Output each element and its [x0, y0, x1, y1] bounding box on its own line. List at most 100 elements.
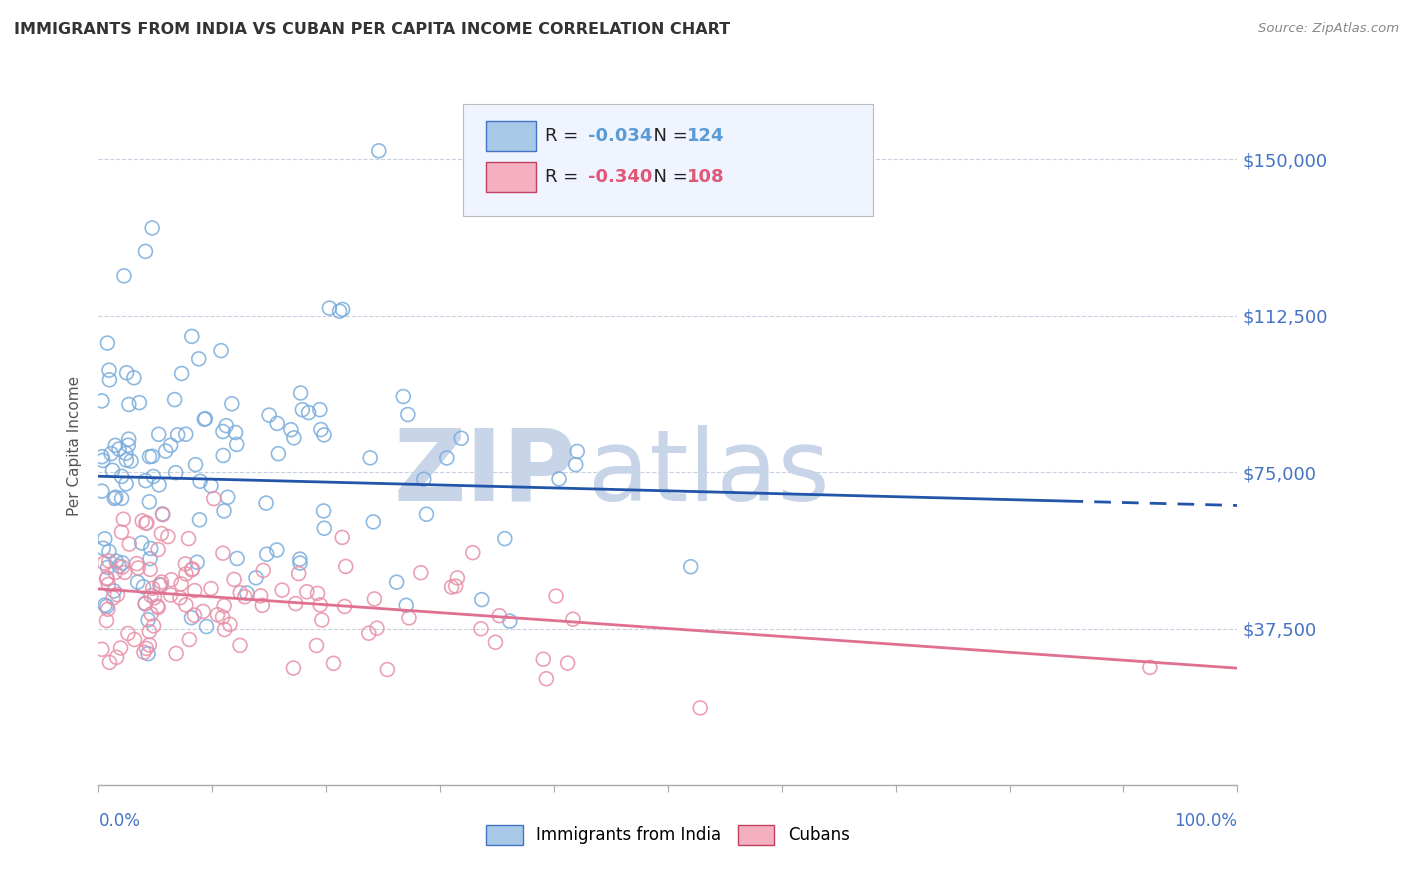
Point	[395, 599, 418, 613]
Point	[97, 577, 120, 591]
Point	[284, 597, 307, 611]
Point	[309, 402, 332, 417]
Point	[562, 612, 585, 626]
Point	[207, 607, 229, 622]
Point	[117, 626, 139, 640]
Point	[180, 563, 202, 577]
Point	[226, 551, 249, 566]
Point	[104, 490, 127, 504]
Point	[155, 444, 177, 458]
Text: IMMIGRANTS FROM INDIA VS CUBAN PER CAPITA INCOME CORRELATION CHART: IMMIGRANTS FROM INDIA VS CUBAN PER CAPIT…	[14, 22, 730, 37]
Point	[195, 619, 218, 633]
Point	[115, 453, 138, 467]
Point	[290, 386, 312, 401]
Point	[249, 589, 271, 603]
Text: -0.034: -0.034	[588, 128, 652, 145]
Point	[91, 453, 114, 467]
Point	[450, 431, 472, 445]
Point	[312, 428, 335, 442]
Point	[122, 370, 145, 384]
Point	[159, 588, 181, 602]
Point	[108, 559, 131, 574]
Point	[215, 418, 238, 433]
Point	[146, 542, 169, 557]
Point	[138, 450, 160, 464]
Point	[110, 525, 132, 540]
Point	[283, 431, 305, 445]
Point	[287, 566, 309, 581]
Point	[257, 408, 280, 422]
Point	[471, 592, 494, 607]
Point	[165, 466, 187, 480]
Point	[375, 663, 398, 677]
Point	[188, 475, 211, 489]
Point	[138, 495, 160, 509]
Point	[297, 406, 319, 420]
Point	[110, 640, 132, 655]
Point	[536, 672, 558, 686]
Point	[256, 547, 278, 561]
Point	[141, 450, 163, 464]
Point	[110, 469, 132, 483]
Point	[136, 647, 159, 661]
Point	[359, 450, 381, 465]
Point	[499, 614, 522, 628]
Point	[142, 469, 165, 483]
Point	[194, 411, 217, 425]
Point	[142, 582, 165, 596]
Point	[252, 563, 274, 577]
Point	[104, 438, 127, 452]
Point	[188, 513, 211, 527]
Point	[184, 458, 207, 472]
Point	[131, 514, 153, 528]
Point	[104, 566, 127, 580]
Point	[105, 650, 128, 665]
Point	[152, 508, 174, 522]
Text: 100.0%: 100.0%	[1174, 812, 1237, 830]
Point	[366, 621, 388, 635]
Point	[115, 476, 138, 491]
Text: atlas: atlas	[588, 425, 830, 522]
Point	[392, 390, 415, 404]
Text: -0.340: -0.340	[588, 168, 652, 186]
Point	[385, 575, 408, 590]
Point	[186, 555, 208, 569]
Point	[461, 546, 484, 560]
Point	[280, 423, 302, 437]
Point	[112, 268, 135, 283]
Point	[311, 613, 333, 627]
Point	[266, 417, 288, 431]
Point	[93, 556, 115, 570]
Point	[156, 530, 179, 544]
Point	[118, 432, 141, 446]
Point	[138, 624, 160, 639]
FancyBboxPatch shape	[485, 121, 536, 151]
Point	[245, 571, 267, 585]
Point	[93, 532, 115, 546]
Point	[200, 479, 222, 493]
Point	[329, 304, 352, 318]
Point	[361, 515, 384, 529]
Point	[412, 472, 434, 486]
Point	[436, 450, 458, 465]
Point	[134, 597, 156, 611]
Point	[212, 599, 235, 613]
Point	[98, 363, 121, 377]
Text: R =: R =	[546, 168, 583, 186]
Point	[97, 560, 120, 574]
Point	[134, 596, 156, 610]
Point	[98, 656, 121, 670]
Point	[212, 449, 235, 463]
Point	[112, 512, 135, 526]
Point	[415, 507, 437, 521]
Point	[212, 425, 235, 439]
Point	[180, 610, 202, 624]
Point	[115, 366, 138, 380]
Point	[305, 639, 328, 653]
Point	[689, 701, 711, 715]
Point	[131, 536, 153, 550]
Point	[180, 329, 202, 343]
Point	[98, 373, 121, 387]
Point	[229, 638, 252, 652]
Point	[212, 504, 235, 518]
